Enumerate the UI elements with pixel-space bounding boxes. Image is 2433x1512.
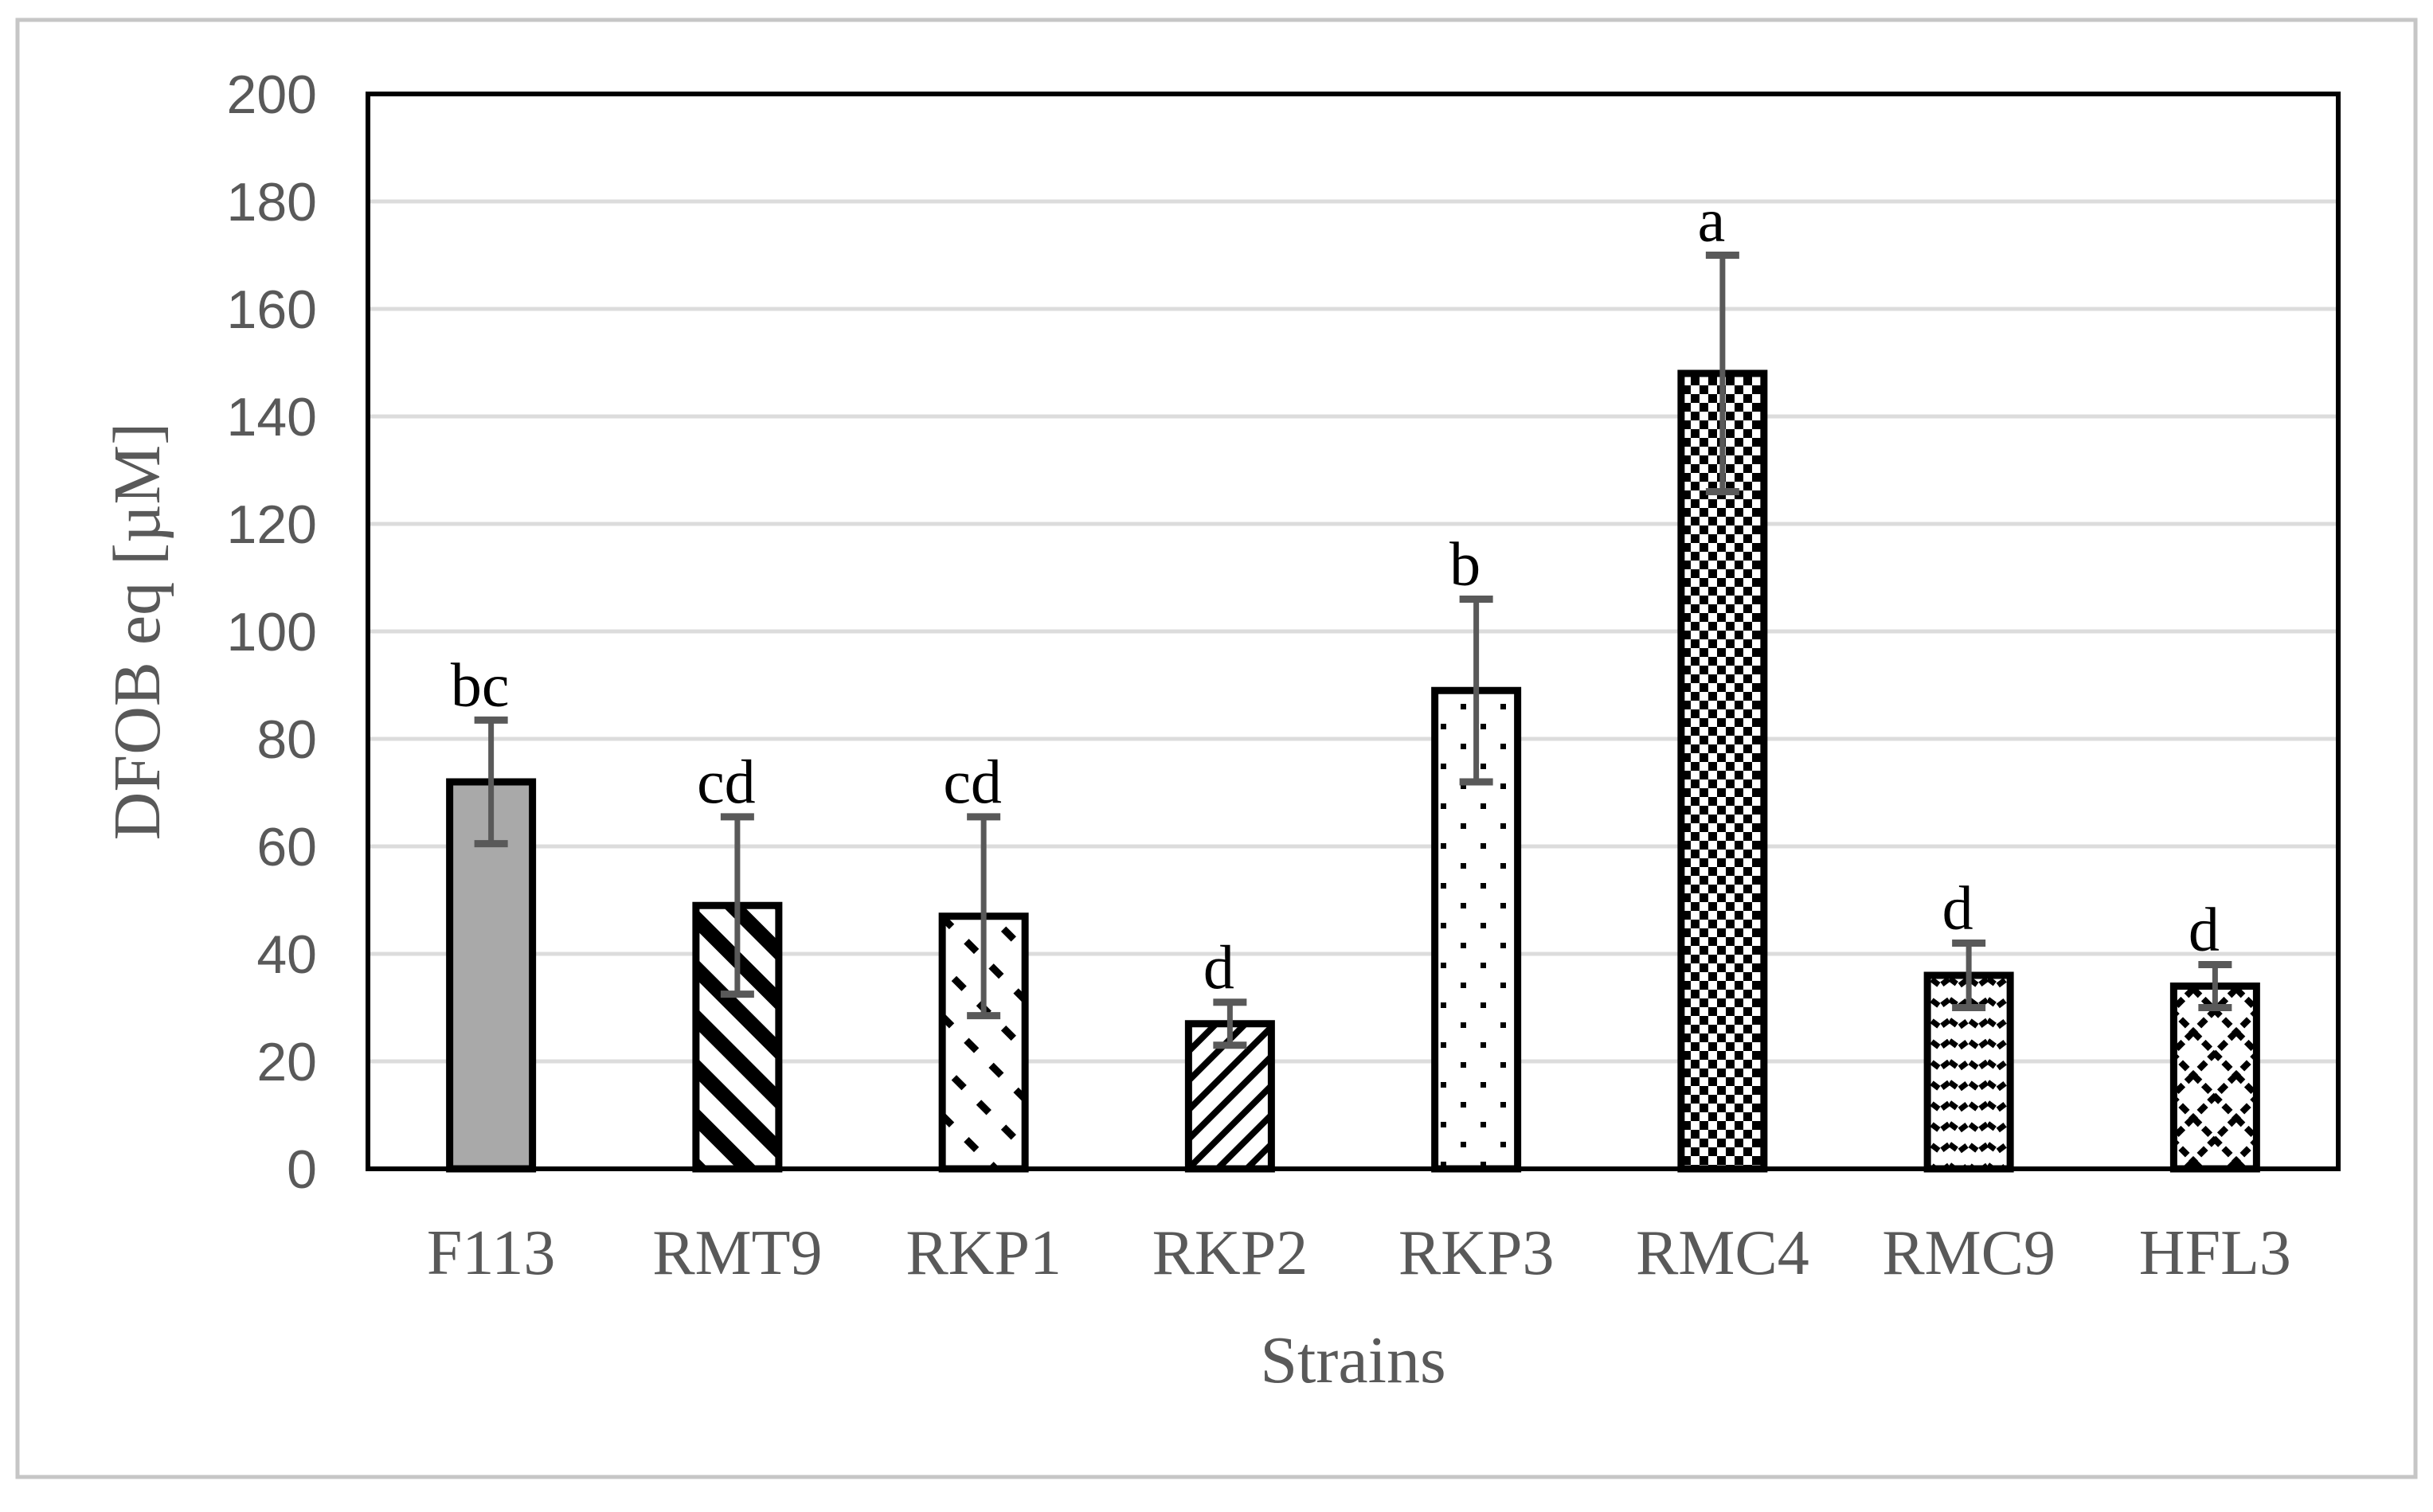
significance-letter-F113: bc <box>451 650 510 719</box>
x-tick-label-HFL3: HFL3 <box>2139 1218 2291 1288</box>
significance-letter-RKP3: b <box>1449 529 1481 599</box>
significance-letter-RMT9: cd <box>697 747 756 816</box>
x-tick-label-RKP3: RKP3 <box>1398 1218 1555 1288</box>
significance-letter-HFL3: d <box>2189 895 2220 964</box>
x-axis-title: Strains <box>1260 1323 1445 1397</box>
y-tick-label-80: 80 <box>256 709 317 770</box>
y-tick-label-0: 0 <box>287 1139 317 1200</box>
bar-HFL3 <box>2173 986 2257 1169</box>
y-tick-label-160: 160 <box>227 279 317 340</box>
bar-RMC4 <box>1680 373 1764 1169</box>
x-tick-label-RKP1: RKP1 <box>906 1218 1062 1288</box>
y-tick-label-140: 140 <box>227 387 317 447</box>
significance-letter-RKP2: d <box>1203 932 1234 1002</box>
y-tick-label-120: 120 <box>227 494 317 555</box>
y-tick-label-60: 60 <box>256 817 317 877</box>
y-tick-label-40: 40 <box>256 924 317 985</box>
x-tick-label-RMC9: RMC9 <box>1882 1218 2056 1288</box>
significance-letter-RMC4: a <box>1698 186 1726 255</box>
figure-border <box>15 18 2418 1479</box>
y-tick-label-20: 20 <box>256 1032 317 1092</box>
x-tick-label-RMT9: RMT9 <box>652 1218 822 1288</box>
y-tick-label-180: 180 <box>227 172 317 232</box>
x-tick-label-RMC4: RMC4 <box>1636 1218 1809 1288</box>
x-tick-label-F113: F113 <box>427 1218 556 1288</box>
y-tick-label-100: 100 <box>227 602 317 662</box>
y-axis-title: DFOB eq [µM] <box>100 423 174 840</box>
significance-letter-RKP1: cd <box>943 747 1002 816</box>
y-tick-label-200: 200 <box>227 64 317 125</box>
significance-letter-RMC9: d <box>1942 873 1973 943</box>
plot-border <box>366 92 2341 1171</box>
x-tick-label-RKP2: RKP2 <box>1152 1218 1308 1288</box>
